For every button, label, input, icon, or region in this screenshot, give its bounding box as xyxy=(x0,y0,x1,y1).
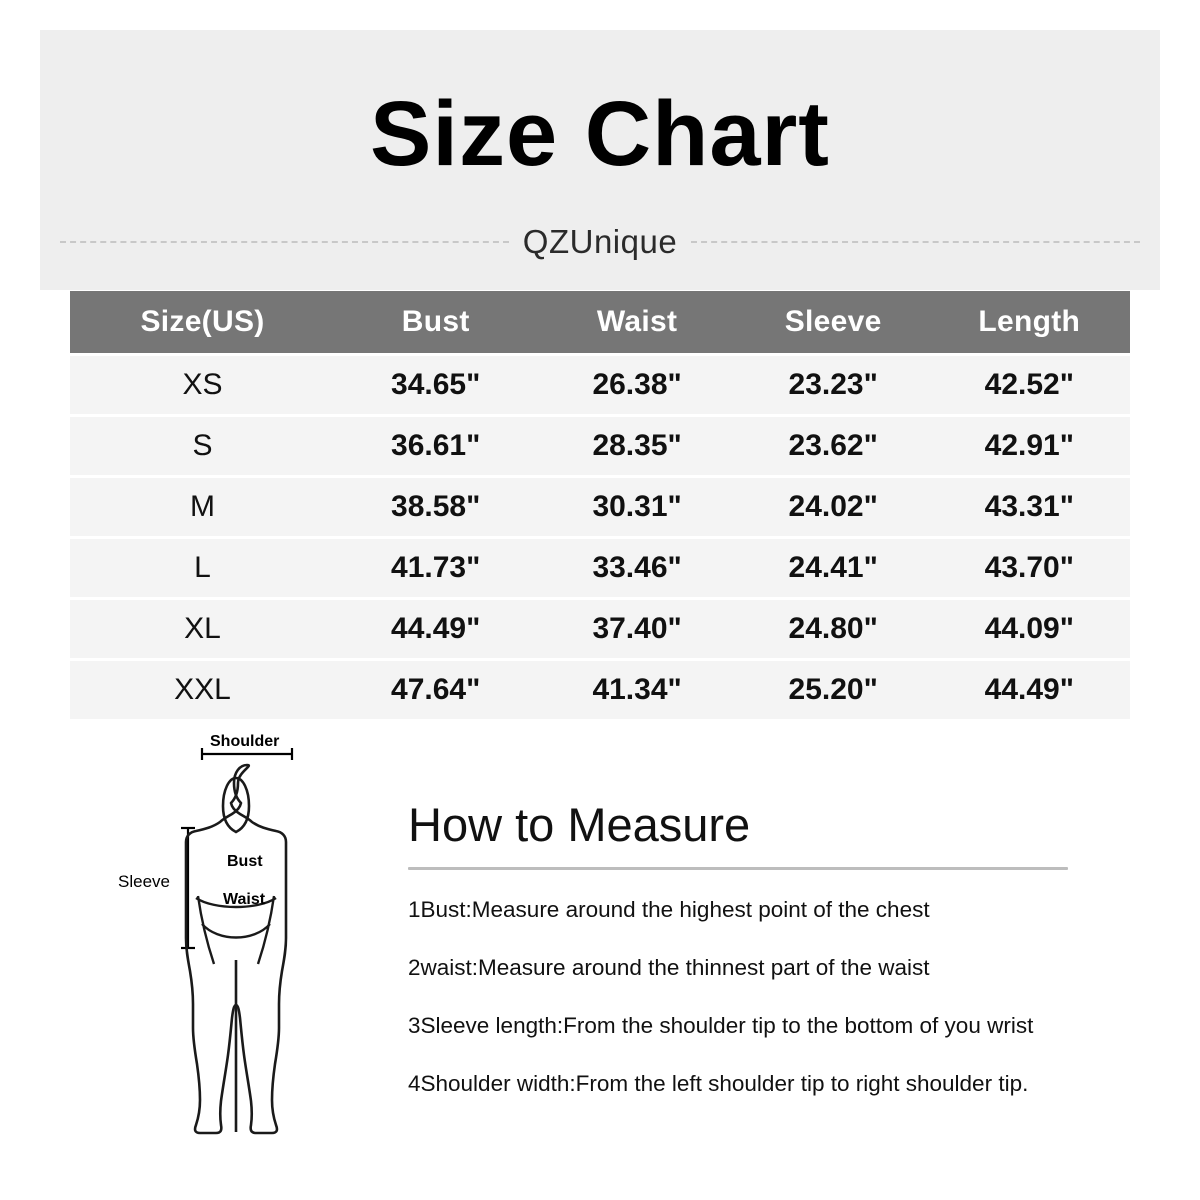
cell-length: 43.31" xyxy=(928,478,1130,536)
dashed-rule-left xyxy=(60,241,509,243)
measure-instruction-waist: 2waist:Measure around the thinnest part … xyxy=(408,955,930,981)
table-header-row: Size(US) Bust Waist Sleeve Length xyxy=(70,291,1130,353)
cell-size: XS xyxy=(70,356,335,414)
table-row: XXL 47.64" 41.34" 25.20" 44.49" xyxy=(70,661,1130,719)
cell-waist: 37.40" xyxy=(536,600,738,658)
table-row: S 36.61" 28.35" 23.62" 42.91" xyxy=(70,417,1130,475)
cell-length: 42.52" xyxy=(928,356,1130,414)
cell-waist: 33.46" xyxy=(536,539,738,597)
cell-sleeve: 24.02" xyxy=(737,478,929,536)
label-waist: Waist xyxy=(223,891,266,908)
cell-sleeve: 23.62" xyxy=(737,417,929,475)
cell-bust: 34.65" xyxy=(335,356,537,414)
column-header-size: Size(US) xyxy=(70,291,335,353)
table-row: M 38.58" 30.31" 24.02" 43.31" xyxy=(70,478,1130,536)
cell-bust: 38.58" xyxy=(335,478,537,536)
head-outline xyxy=(221,776,251,834)
table-row: XL 44.49" 37.40" 24.80" 44.09" xyxy=(70,600,1130,658)
label-sleeve: Sleeve xyxy=(118,872,170,891)
cell-bust: 36.61" xyxy=(335,417,537,475)
measure-instruction-bust: 1Bust:Measure around the highest point o… xyxy=(408,897,930,923)
column-header-length: Length xyxy=(928,291,1130,353)
brand-name: QZUnique xyxy=(522,223,678,260)
cell-size: XXL xyxy=(70,661,335,719)
shoulder-dimension-bar xyxy=(200,748,294,760)
arms-outline xyxy=(196,895,276,965)
bust-measure-line xyxy=(195,896,277,909)
cell-size: M xyxy=(70,478,335,536)
page-title: Size Chart xyxy=(370,83,830,185)
header-banner: Size Chart QZUnique xyxy=(40,30,1160,290)
column-header-bust: Bust xyxy=(335,291,537,353)
cell-waist: 41.34" xyxy=(536,661,738,719)
cell-bust: 41.73" xyxy=(335,539,537,597)
column-header-waist: Waist xyxy=(536,291,738,353)
cell-bust: 47.64" xyxy=(335,661,537,719)
table-row: XS 34.65" 26.38" 23.23" 42.52" xyxy=(70,356,1130,414)
dashed-rule-right xyxy=(691,241,1140,243)
how-to-measure-title: How to Measure xyxy=(408,798,751,851)
cell-waist: 30.31" xyxy=(536,478,738,536)
body-figure-icon xyxy=(181,748,294,1135)
body-measurement-diagram: Shoulder Sleeve Bust Waist xyxy=(110,728,410,1148)
sleeve-dimension-bar xyxy=(181,826,195,950)
cell-size: XL xyxy=(70,600,335,658)
waist-measure-line xyxy=(201,923,271,939)
size-chart-table: Size(US) Bust Waist Sleeve Length XS 34.… xyxy=(70,288,1130,722)
cell-sleeve: 23.23" xyxy=(737,356,929,414)
table-row: L 41.73" 33.46" 24.41" 43.70" xyxy=(70,539,1130,597)
measure-instruction-shoulder: 4Shoulder width:From the left shoulder t… xyxy=(408,1071,1029,1097)
cell-sleeve: 24.80" xyxy=(737,600,929,658)
cell-sleeve: 25.20" xyxy=(737,661,929,719)
cell-bust: 44.49" xyxy=(335,600,537,658)
section-divider xyxy=(408,867,1068,871)
cell-waist: 28.35" xyxy=(536,417,738,475)
cell-sleeve: 24.41" xyxy=(737,539,929,597)
brand-row: QZUnique xyxy=(60,218,1140,266)
cell-length: 44.49" xyxy=(928,661,1130,719)
cell-size: S xyxy=(70,417,335,475)
cell-size: L xyxy=(70,539,335,597)
measure-instruction-sleeve: 3Sleeve length:From the shoulder tip to … xyxy=(408,1013,1034,1039)
cell-length: 43.70" xyxy=(928,539,1130,597)
cell-length: 42.91" xyxy=(928,417,1130,475)
column-header-sleeve: Sleeve xyxy=(737,291,929,353)
lower-section: Shoulder Sleeve Bust Waist How to Measur… xyxy=(0,728,1200,1200)
how-to-measure-panel: How to Measure 1Bust:Measure around the … xyxy=(408,800,1068,1097)
cell-waist: 26.38" xyxy=(536,356,738,414)
label-bust: Bust xyxy=(227,853,263,870)
cell-length: 44.09" xyxy=(928,600,1130,658)
label-shoulder: Shoulder xyxy=(210,733,280,750)
